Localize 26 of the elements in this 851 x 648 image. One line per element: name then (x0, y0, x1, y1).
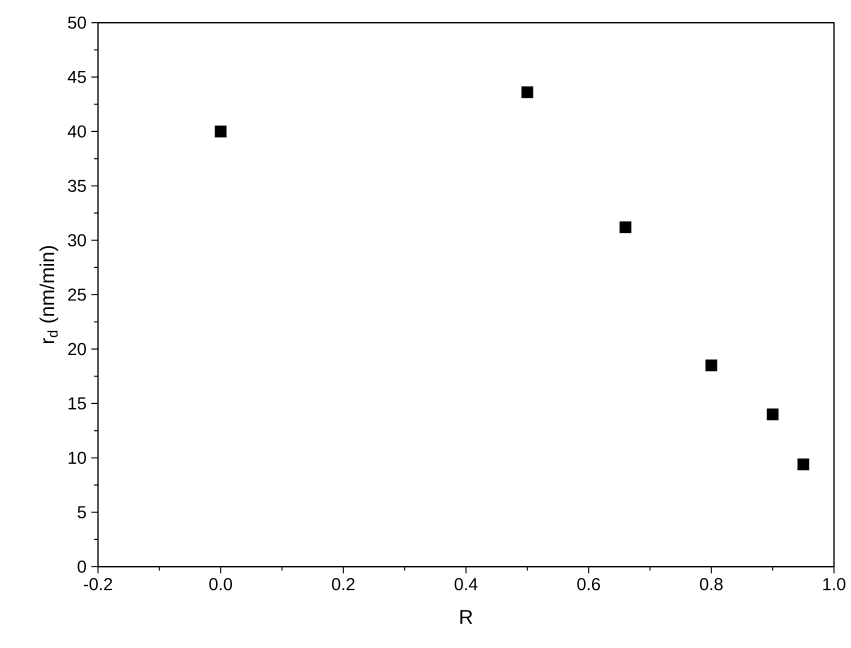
point (797, 458, 810, 470)
point (214, 126, 227, 138)
x-tick-label: 0.6 (577, 578, 600, 590)
y-tick-label: 35 (68, 180, 86, 192)
y-tick-label: 40 (68, 125, 86, 138)
x-tick-label: 0.4 (454, 578, 478, 590)
y-tick-label: 5 (78, 506, 86, 518)
x-tick-label: 0.2 (332, 578, 355, 590)
y-tick-label: 0 (78, 560, 86, 573)
x-tick-label: 1.0 (823, 578, 846, 590)
y-tick-label: 20 (68, 342, 86, 356)
x-tick-label: -0.2 (84, 578, 112, 590)
point (705, 360, 718, 372)
x-tick-label: 0.0 (209, 578, 232, 590)
y-tick-label: 50 (68, 16, 86, 29)
x-tick-label: 0.8 (700, 578, 723, 590)
y-axis-title: r$_{d}$ (nm/min) (40, 246, 58, 344)
y-tick-label: 15 (68, 397, 86, 410)
x-axis-title: R (460, 610, 472, 624)
y-tick-label: 30 (68, 234, 86, 246)
point (620, 221, 632, 234)
y-tick-label: 10 (68, 452, 86, 464)
y-tick-label: 45 (68, 71, 86, 84)
y-tick-label: 25 (68, 288, 86, 301)
point (766, 408, 779, 420)
point (521, 86, 534, 98)
